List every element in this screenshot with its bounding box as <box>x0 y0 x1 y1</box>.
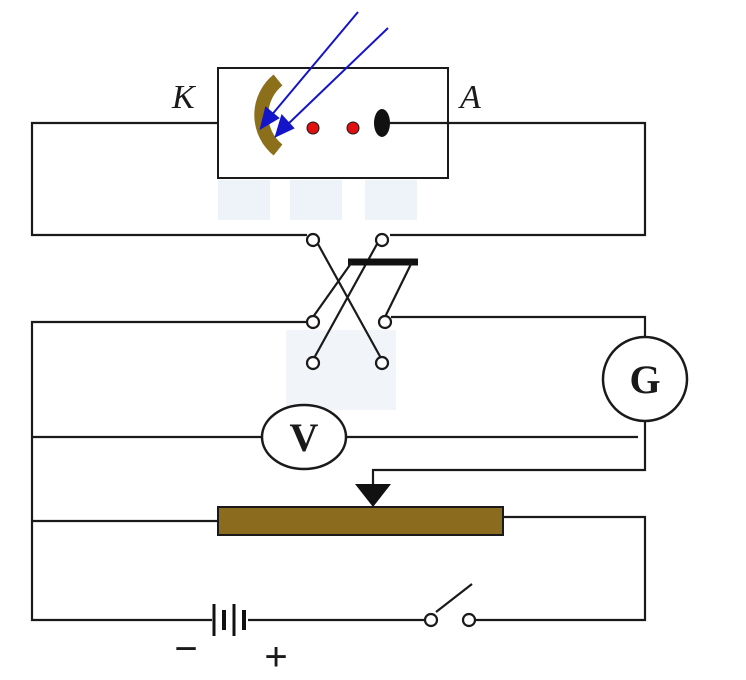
switch-terminal-mid-right <box>377 314 393 330</box>
switch-terminal-top-left <box>305 232 321 248</box>
battery <box>212 604 246 636</box>
incident-light-rays <box>259 11 389 138</box>
lower-circuit-wires <box>30 315 647 622</box>
battery-positive-label: + <box>264 635 287 679</box>
galvanometer: G <box>601 335 689 423</box>
electron-dot-2 <box>346 121 360 135</box>
switch-terminal-top-right <box>374 232 390 248</box>
galvanometer-label: G <box>629 357 660 402</box>
cathode-label: K <box>171 79 197 116</box>
voltmeter-label: V <box>290 415 319 460</box>
cathode-plate <box>254 74 283 156</box>
voltmeter: V <box>260 403 348 471</box>
anode-electrode <box>374 109 390 137</box>
rheostat[interactable] <box>217 484 504 536</box>
switch-terminal-bottom-right <box>374 355 390 371</box>
switch-terminal-mid-left <box>305 314 321 330</box>
switch-terminal-bottom-left <box>305 355 321 371</box>
main-switch-terminal-right <box>461 612 477 628</box>
tube-loop-wires <box>30 121 647 237</box>
main-switch[interactable] <box>423 583 477 628</box>
background-watermark <box>218 180 417 410</box>
rheostat-bar <box>217 506 504 536</box>
rheostat-slider-arrow[interactable] <box>355 484 391 507</box>
main-switch-terminal-left <box>423 612 439 628</box>
electron-dot-1 <box>306 121 320 135</box>
anode-label: A <box>458 79 481 116</box>
battery-negative-label: − <box>174 627 197 671</box>
reversing-switch[interactable] <box>305 232 418 371</box>
